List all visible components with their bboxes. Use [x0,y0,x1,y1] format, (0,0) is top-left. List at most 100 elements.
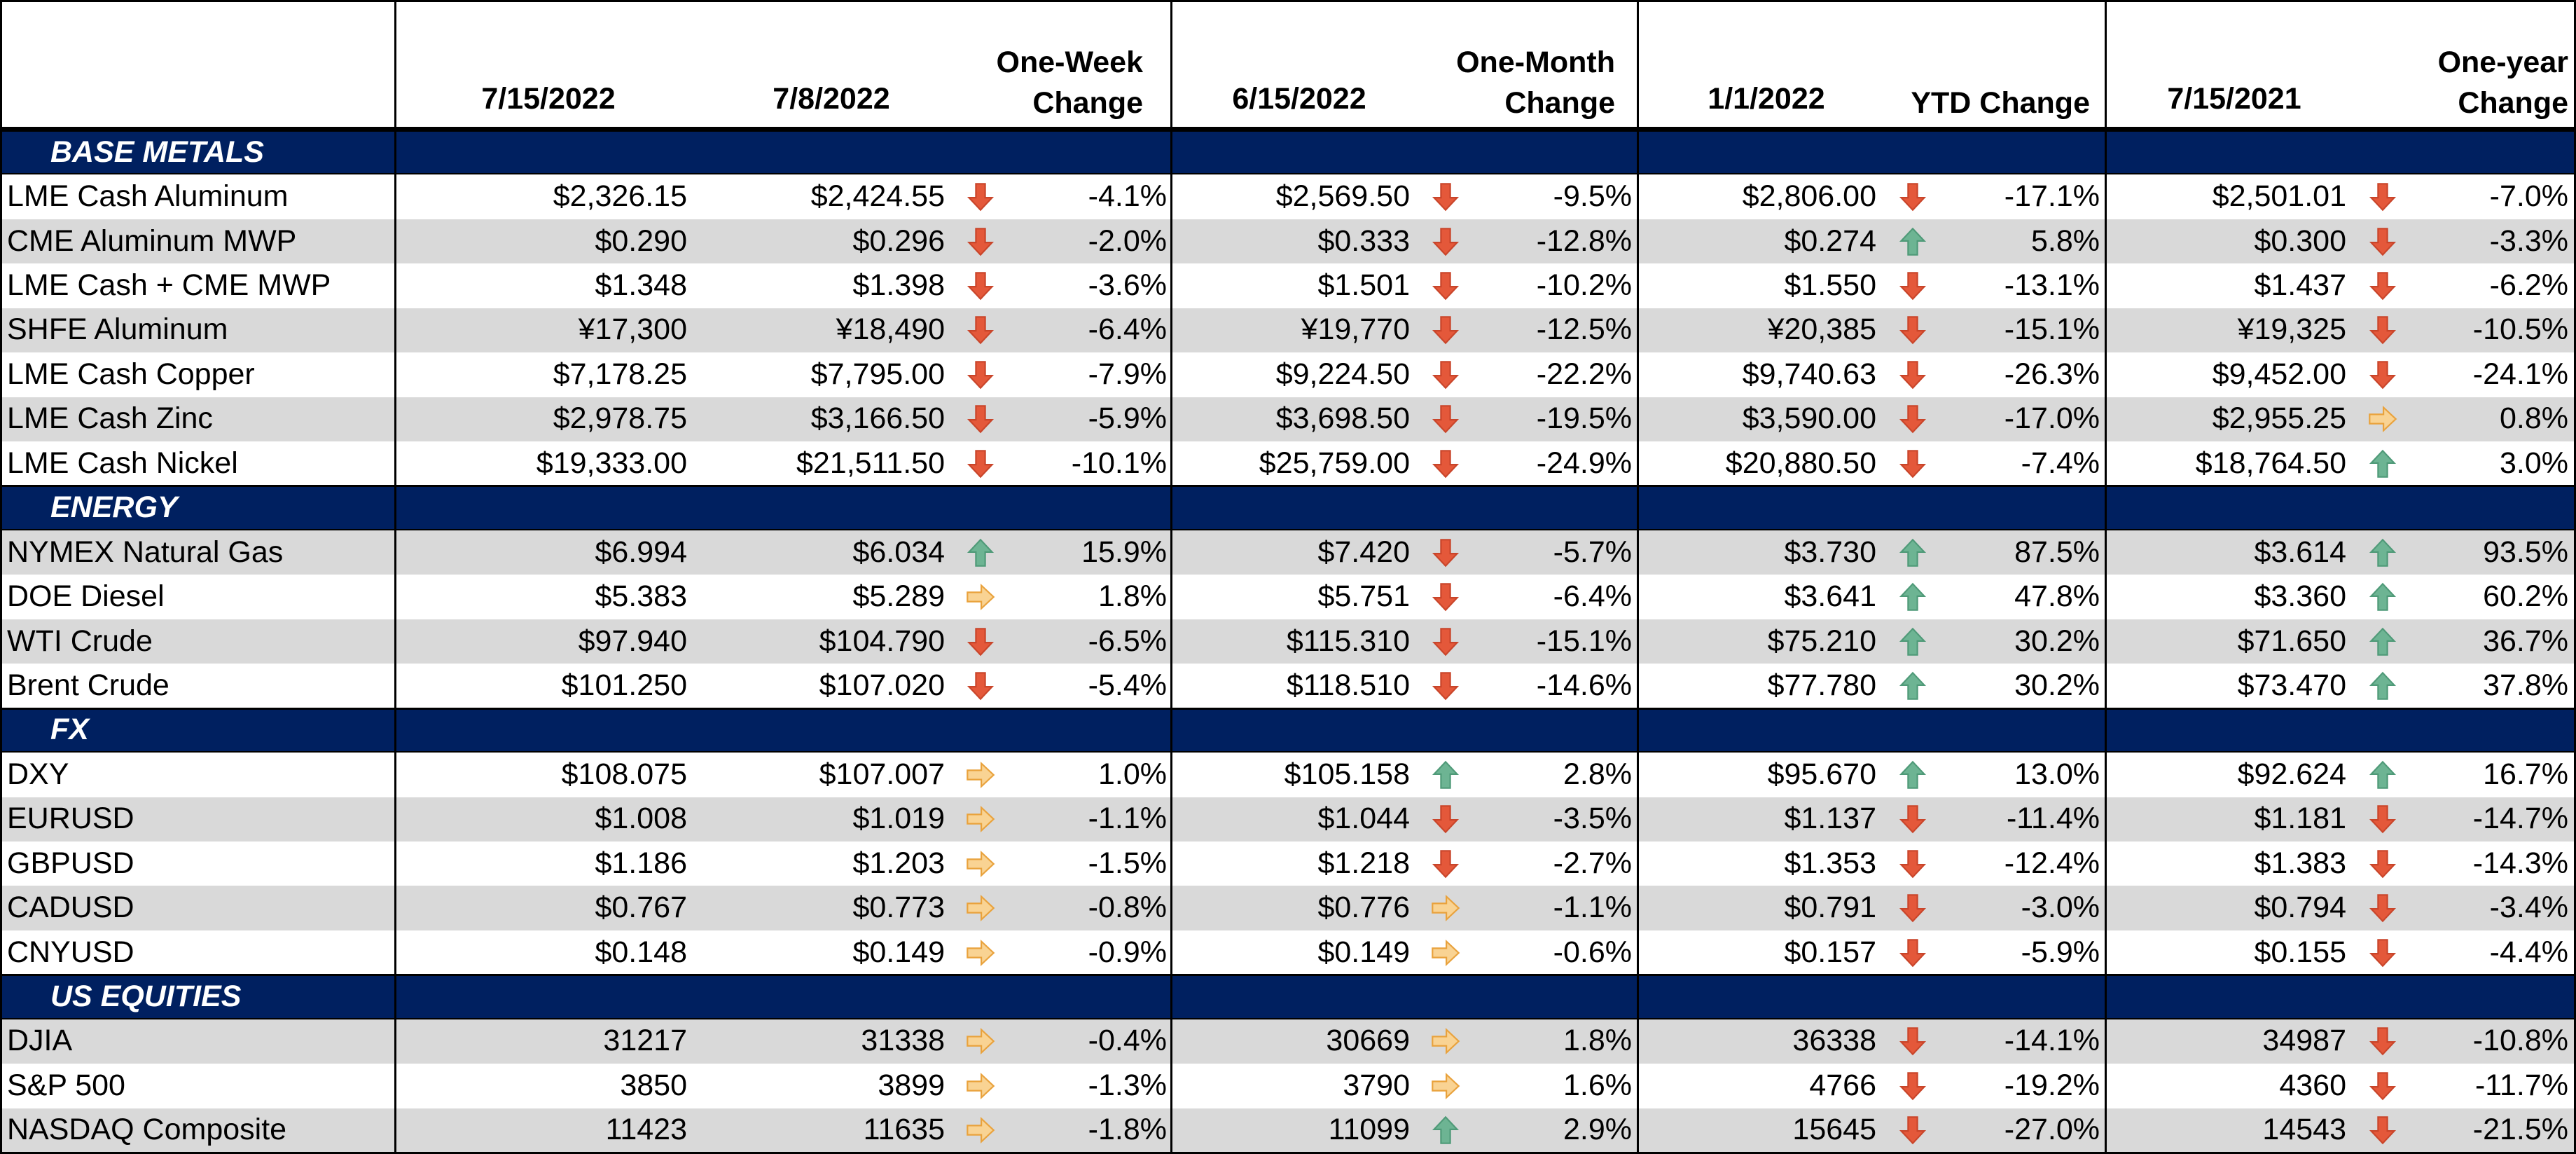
cell-value: ¥20,385 [1767,312,1876,347]
arrow-shape [2369,449,2397,478]
cell-value: $1.550 [1784,268,1876,303]
arrow-shape [2369,272,2397,301]
cell-value: -7.0% [2489,179,2568,214]
arrow-shape [967,627,995,656]
table-row [0,308,2576,353]
trend-arrow [967,761,995,788]
trend-arrow [1899,1027,1927,1056]
border [0,751,2576,754]
table-row [0,1019,2576,1064]
trend-arrow [967,672,995,701]
trend-arrow [967,1117,995,1144]
trend-arrow [1899,449,1927,479]
arrow-shape [2369,361,2397,390]
trend-arrow [2369,316,2397,345]
cell-value: $20,880.50 [1725,446,1876,480]
cell-value: -14.3% [2472,846,2568,880]
trend-arrow [1432,583,1460,612]
trend-arrow [967,1028,995,1055]
arrow-shape [967,361,995,390]
column-header: One-Week Change [996,46,1144,120]
cell-value: 16.7% [2483,757,2568,791]
arrow-shape [2369,538,2397,567]
trend-arrow [2369,406,2397,433]
trend-arrow [2369,849,2397,878]
row-label: LME Cash Copper [7,357,255,391]
arrow-shape [1899,805,1927,834]
cell-value: -4.4% [2489,935,2568,969]
border [0,528,2576,531]
cell-value: -5.9% [1088,401,1167,436]
cell-value: 47.8% [2014,579,2100,614]
cell-value: -3.0% [2021,891,2100,925]
cell-value: -1.3% [1088,1068,1167,1102]
trend-arrow [2369,1027,2397,1056]
cell-value: $0.155 [2254,935,2346,969]
trend-arrow [2369,1116,2397,1145]
arrow-shape [2369,760,2397,789]
cell-value: $92.624 [2237,757,2346,791]
cell-value: $0.149 [852,935,945,969]
cell-value: -10.1% [1071,446,1167,480]
trend-arrow [967,449,995,479]
cell-value: -15.1% [2004,312,2100,347]
row-label: LME Cash + CME MWP [7,268,331,303]
arrow-shape [967,449,995,479]
arrow-shape [2369,805,2397,834]
cell-value: $107.020 [819,668,945,702]
cell-value: ¥19,770 [1301,312,1410,347]
cell-value: 30.2% [2014,668,2100,702]
section-title: FX [50,713,89,747]
arrow-shape [967,806,995,833]
arrow-shape [1432,1072,1460,1099]
cell-value: $104.790 [819,624,945,658]
arrow-shape [1899,183,1927,212]
trend-arrow [2369,894,2397,923]
trend-arrow [1432,672,1460,701]
trend-arrow [2369,227,2397,256]
arrow-shape [1432,895,1460,922]
cell-value: 4360 [2279,1068,2346,1102]
arrow-shape [2369,316,2397,345]
trend-arrow [2369,538,2397,567]
cell-value: -6.5% [1088,624,1167,658]
cell-value: -17.1% [2004,179,2100,214]
cell-value: -24.1% [2472,357,2568,391]
row-label: CME Aluminum MWP [7,224,297,258]
arrow-shape [2369,894,2397,923]
cell-value: $2,326.15 [553,179,687,214]
cell-value: 13.0% [2014,757,2100,791]
cell-value: $115.310 [1286,624,1410,658]
arrow-shape [1432,272,1460,301]
arrow-shape [1899,449,1927,479]
cell-value: -12.4% [2004,846,2100,880]
cell-value: -0.4% [1088,1024,1167,1058]
trend-arrow [967,272,995,301]
trend-arrow [1899,671,1927,700]
arrow-shape [1899,849,1927,878]
arrow-shape [2369,227,2397,256]
cell-value: $0.794 [2254,891,2346,925]
arrow-shape [1432,361,1460,390]
arrow-shape [1899,227,1927,256]
cell-value: $1.353 [1784,846,1876,880]
arrow-shape [1899,582,1927,611]
trend-arrow [1432,627,1460,656]
row-label: DJIA [7,1024,73,1058]
trend-arrow [1432,183,1460,212]
cell-value: ¥18,490 [836,312,945,347]
arrow-shape [1432,760,1460,789]
table-row [0,1108,2576,1153]
table-row [0,1064,2576,1108]
trend-arrow [1899,538,1927,567]
cell-value: 3.0% [2499,446,2568,480]
cell-value: $7.420 [1317,535,1410,569]
cell-value: -5.4% [1088,668,1167,702]
cell-value: -22.2% [1536,357,1632,391]
cell-value: $1.348 [595,268,687,303]
cell-value: $2,806.00 [1742,179,1876,214]
arrow-shape [1432,449,1460,479]
cell-value: -5.7% [1553,535,1632,569]
arrow-shape [1432,805,1460,834]
trend-arrow [967,895,995,922]
